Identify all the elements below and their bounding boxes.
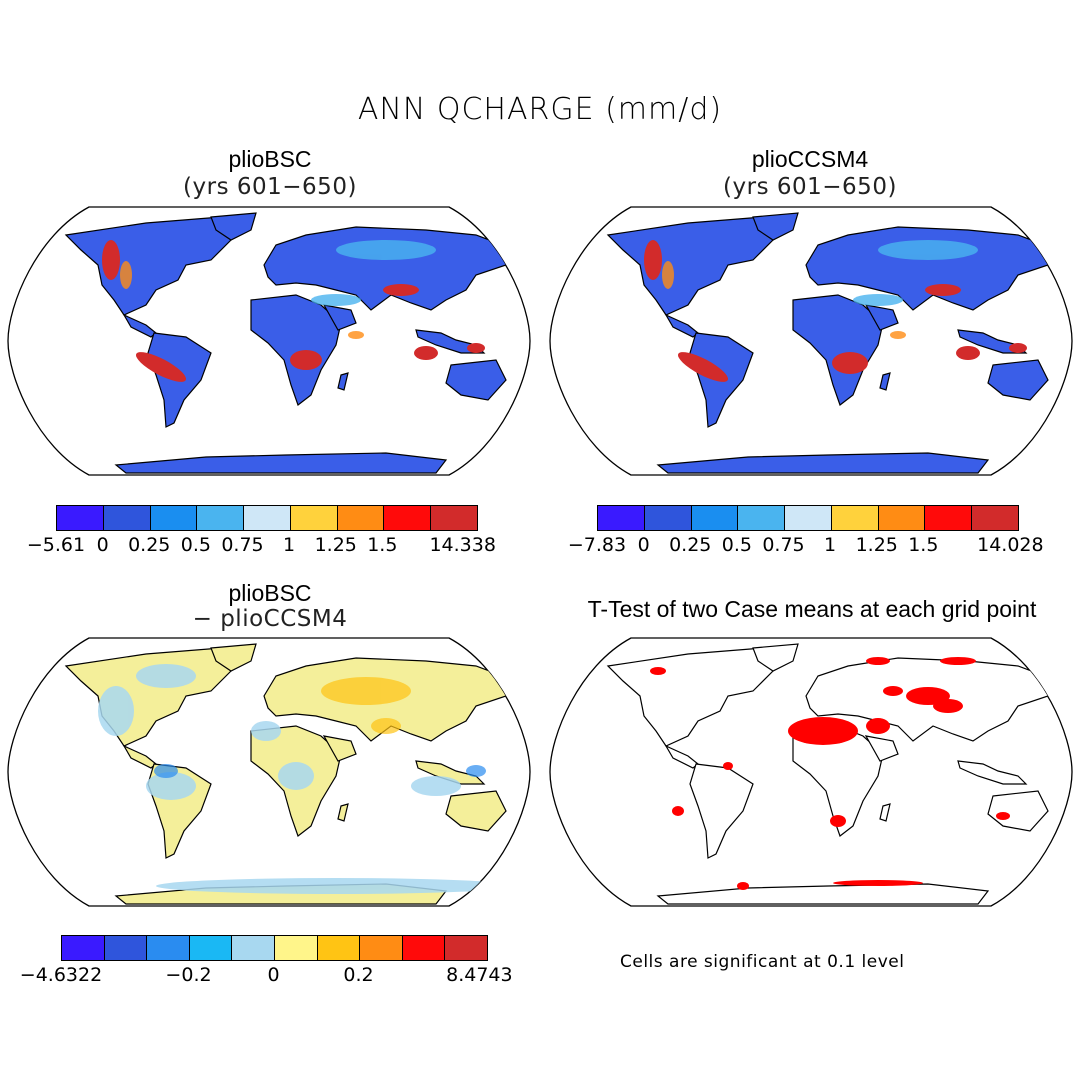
color-swatch [384,506,432,530]
significance-note: Cells are significant at 0.1 level [620,952,905,972]
color-swatch [57,506,104,530]
tick-label: 1 [824,534,837,556]
map-top-right [548,205,1074,477]
tick-label: 1.25 [314,534,357,556]
color-swatch [290,506,338,530]
color-swatch [189,936,233,960]
tick-label: 0.75 [221,534,264,556]
color-swatch [644,506,692,530]
tick-label: 0 [267,964,280,986]
color-swatch [878,506,926,530]
tick-label: 1.25 [855,534,898,556]
panel-subtitle-bottom-left: − plioCCSM4 [192,606,348,632]
map-bottom-right [548,636,1074,908]
tick-label: 0.2 [343,964,374,986]
tick-label: −7.83 [567,534,627,556]
color-swatch [972,506,1019,530]
colorbar-ticks-top-left: −5.61 0 0.25 0.5 0.75 1 1.25 1.5 14.338 [27,534,496,558]
tick-label: 0 [96,534,109,556]
panel-title-top-right: plioCCSM4 [751,146,869,172]
panel-title-top-left: plioBSC [228,146,312,172]
hotspots [644,240,1027,382]
hotspots [102,240,485,382]
tick-label: 8.4743 [446,964,513,986]
panel-title-bottom-right: T-Test of two Case means at each grid po… [587,596,1037,622]
tick-label: 0.75 [762,534,805,556]
colorbar-bottom-left [61,935,488,961]
panel-title-bottom-left: plioBSC [228,580,312,606]
positive-anomalies [321,677,411,734]
colorbar-top-right [597,505,1019,531]
color-swatch [445,936,487,960]
color-swatch [104,936,148,960]
color-swatch [598,506,645,530]
color-swatch [360,936,403,960]
tick-label: 0 [637,534,650,556]
tick-label: −0.2 [165,964,212,986]
color-swatch [691,506,739,530]
significant-cells [650,657,1010,890]
color-swatch [244,506,291,530]
tick-label: 14.338 [429,534,496,556]
colorbar-ticks-bottom-left: −4.6322 −0.2 0 0.2 8.4743 [20,964,513,988]
figure-title: ANN QCHARGE (mm/d) [357,92,723,127]
color-swatch [274,936,318,960]
color-swatch [147,936,190,960]
color-swatch [317,936,361,960]
color-swatch [738,506,786,530]
tick-label: −5.61 [26,534,86,556]
color-swatch [232,936,275,960]
tick-label: 0.5 [721,534,752,556]
colorbar-top-left [56,505,478,531]
color-swatch [431,506,478,530]
color-swatch [925,506,973,530]
color-swatch [103,506,151,530]
tick-label: 1 [283,534,296,556]
tick-label: 0.25 [128,534,171,556]
color-swatch [831,506,879,530]
color-swatch [337,506,385,530]
map-top-left [6,205,532,477]
color-swatch [402,936,446,960]
panel-subtitle-top-left: (yrs 601−650) [183,174,357,200]
color-swatch [150,506,198,530]
tick-label: 0.5 [180,534,211,556]
color-swatch [197,506,245,530]
tick-label: 0.25 [669,534,712,556]
color-swatch [785,506,832,530]
negative-anomalies [98,664,516,894]
panel-subtitle-top-right: (yrs 601−650) [723,174,897,200]
tick-label: 1.5 [367,534,398,556]
tick-label: 1.5 [908,534,939,556]
map-bottom-left [6,636,532,908]
tick-label: −4.6322 [19,964,103,986]
colorbar-ticks-top-right: −7.83 0 0.25 0.5 0.75 1 1.25 1.5 14.028 [568,534,1044,558]
color-swatch [62,936,105,960]
tick-label: 14.028 [977,534,1044,556]
